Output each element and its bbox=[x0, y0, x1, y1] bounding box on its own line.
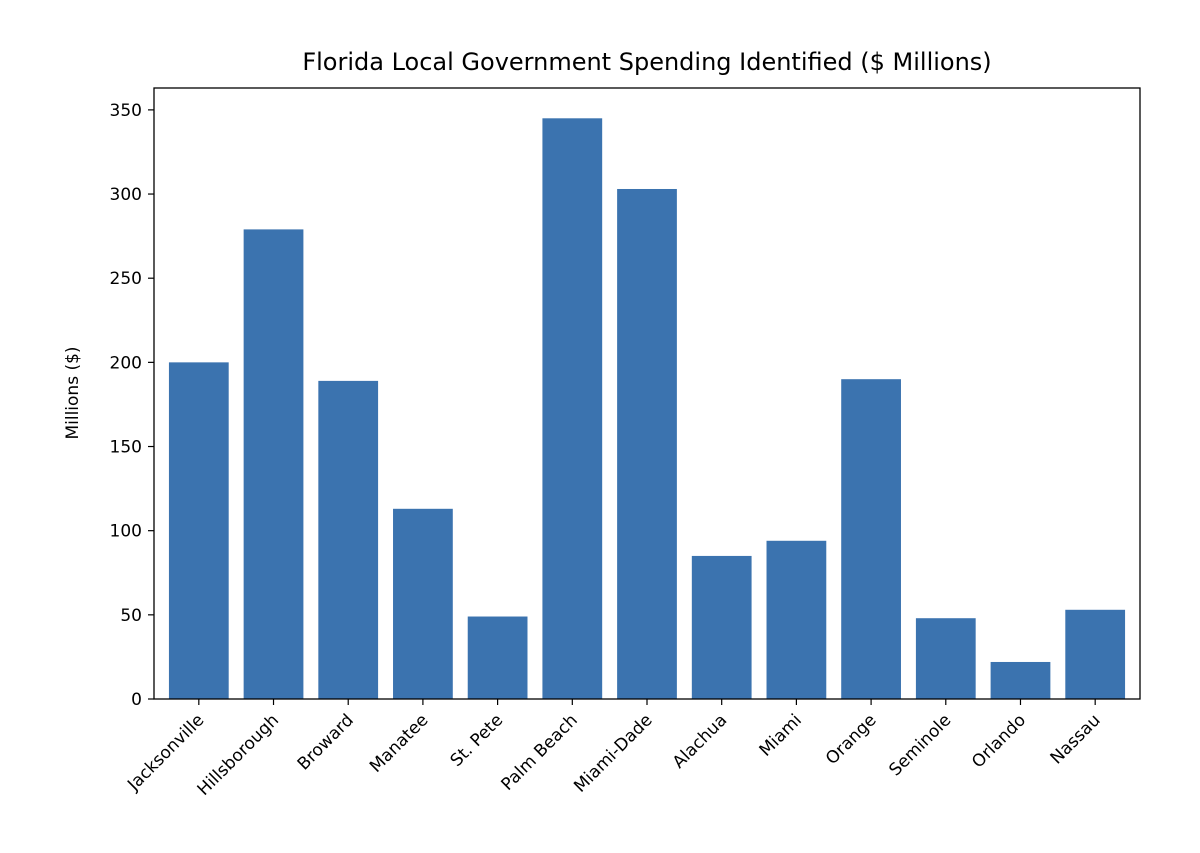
y-tick-label: 350 bbox=[110, 101, 142, 121]
bar-orange bbox=[841, 379, 901, 699]
y-tick-label: 100 bbox=[110, 522, 142, 542]
bar-seminole bbox=[915, 618, 976, 699]
chart-title: Florida Local Government Spending Identi… bbox=[302, 48, 991, 76]
bar-st-pete bbox=[467, 616, 528, 699]
bar-orlando bbox=[990, 661, 1051, 699]
x-tick-label: St. Pete bbox=[447, 710, 507, 770]
bars-group bbox=[168, 118, 1126, 700]
bar-palm-beach bbox=[542, 118, 603, 700]
x-tick-label: Nassau bbox=[1047, 710, 1105, 768]
y-tick-label: 150 bbox=[110, 438, 142, 458]
bar-miami bbox=[766, 540, 827, 699]
y-tick-label: 200 bbox=[110, 353, 142, 373]
y-tick-label: 250 bbox=[110, 269, 142, 289]
plot-frame bbox=[153, 87, 1141, 700]
bar-alachua bbox=[691, 555, 752, 699]
x-tick-label: Miami-Dade bbox=[570, 710, 656, 796]
bar-miami-dade bbox=[617, 188, 677, 700]
x-tick-label: Orlando bbox=[968, 710, 1030, 772]
y-tick-label: 0 bbox=[131, 690, 142, 710]
bar-broward bbox=[318, 380, 379, 699]
bar-manatee bbox=[393, 508, 453, 699]
bar-nassau bbox=[1065, 609, 1126, 699]
x-tick-label: Manatee bbox=[366, 710, 432, 776]
x-tick-label: Palm Beach bbox=[498, 710, 582, 794]
x-tick-label: Seminole bbox=[885, 710, 955, 780]
bar-hillsborough bbox=[243, 229, 304, 699]
bar-jacksonville bbox=[168, 362, 229, 699]
x-tick-label: Miami bbox=[756, 710, 806, 760]
x-tick-label: Orange bbox=[822, 710, 881, 769]
x-tick-label: Alachua bbox=[669, 710, 731, 772]
y-tick-label: 50 bbox=[120, 606, 142, 626]
x-tick-label: Broward bbox=[294, 710, 358, 774]
y-axis-ticks: 0 50 100 150 200 250 300 350 bbox=[110, 101, 154, 710]
y-tick-label: 300 bbox=[110, 185, 142, 205]
y-axis-label: Millions ($) bbox=[63, 346, 83, 439]
